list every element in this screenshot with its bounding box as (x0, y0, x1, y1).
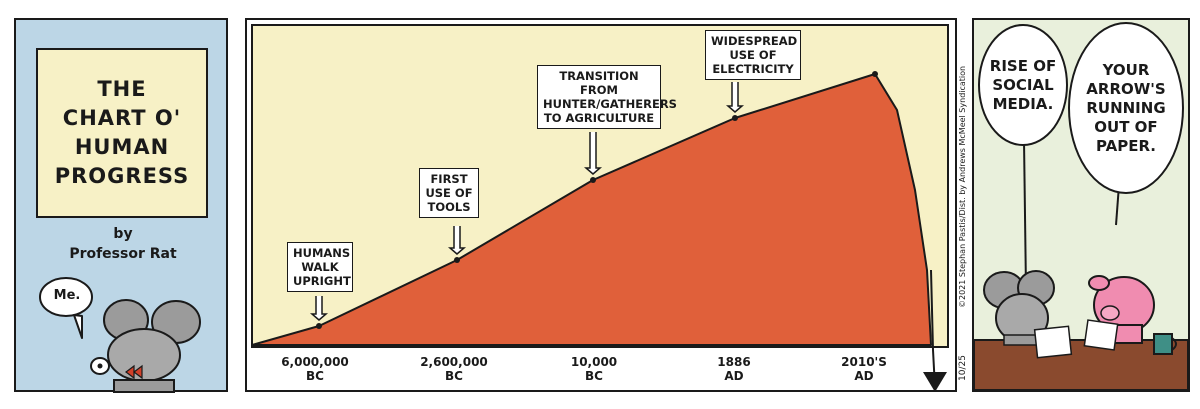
milestone-dot-3 (590, 177, 596, 183)
speech-bubble-tail (73, 314, 83, 339)
x-label-1886-ad: 1886 AD (717, 355, 751, 383)
pig-ear (1088, 275, 1110, 291)
chart-title-box: THE CHART O' HUMAN PROGRESS (36, 48, 208, 218)
annotation-humans-walk-upright: HUMANS WALK UPRIGHT (287, 242, 353, 292)
x-label-6000000-bc: 6,000,000 BC (281, 355, 349, 383)
byline-by: by (113, 226, 133, 242)
x-label-2600000-bc: 2,600,000 BC (420, 355, 488, 383)
annotation-pointer-3 (583, 132, 603, 175)
annotation-transition-to-agriculture: TRANSITION FROM HUNTER/GATHERERS TO AGRI… (537, 65, 677, 129)
annotation-first-use-of-tools: FIRST USE OF TOOLS (419, 168, 479, 218)
paper-right (1083, 319, 1119, 351)
speech-bubble-rise-of-social-media: RISE OF SOCIAL MEDIA. (978, 24, 1068, 146)
title-line-3: HUMAN (74, 135, 170, 159)
panel-punchline: RISE OF SOCIAL MEDIA. YOUR ARROW'S RUNNI… (972, 18, 1190, 392)
mug (1153, 333, 1173, 355)
rat-illustration (39, 277, 201, 393)
milestone-dot-1 (316, 323, 322, 329)
mug-handle (1171, 337, 1177, 351)
panel-title: THE CHART O' HUMAN PROGRESS by Professor… (14, 18, 228, 393)
speech-text-me: Me. (53, 288, 81, 303)
rat-body (113, 379, 175, 393)
pig-snout (1100, 305, 1120, 321)
annotation-pointers (309, 82, 745, 321)
x-label-10000-bc: 10,000 BC (570, 355, 618, 383)
annotation-pointer-1 (309, 296, 329, 321)
title-line-2: CHART O' (62, 106, 182, 130)
annotation-pointer-2 (447, 226, 467, 255)
bow-tie (125, 364, 143, 380)
title-line-1: THE (97, 77, 147, 101)
bubble-left-tail (1023, 139, 1027, 291)
milestone-dot-4 (732, 115, 738, 121)
title-line-4: PROGRESS (54, 164, 190, 188)
rat-head (107, 328, 181, 382)
annotation-widespread-use-of-electricity: WIDESPREAD USE OF ELECTRICITY (705, 30, 801, 80)
milestone-dot-2 (454, 257, 460, 263)
copyright-text: ©2021 Stephan Pastis/Dist. by Andrews Mc… (958, 65, 967, 308)
rat-eye (97, 363, 103, 369)
milestone-dot-5 (872, 71, 878, 77)
desk (974, 339, 1188, 390)
arrow-head (923, 372, 947, 390)
annotation-pointer-4 (725, 82, 745, 113)
milestone-dots (316, 71, 878, 329)
byline-author: Professor Rat (69, 246, 177, 262)
panel-chart: HUMANS WALK UPRIGHT FIRST USE OF TOOLS T… (245, 18, 957, 392)
speech-bubble-arrow-running-out: YOUR ARROW'S RUNNING OUT OF PAPER. (1068, 22, 1184, 194)
date-strip: 10/25 (957, 345, 972, 385)
speech-bubble-shape (39, 277, 93, 317)
date-text: 10/25 (958, 355, 968, 381)
paper-left (1033, 325, 1073, 359)
copyright-strip: ©2021 Stephan Pastis/Dist. by Andrews Mc… (957, 18, 972, 318)
x-label-2010s-ad: 2010's AD (841, 355, 887, 383)
